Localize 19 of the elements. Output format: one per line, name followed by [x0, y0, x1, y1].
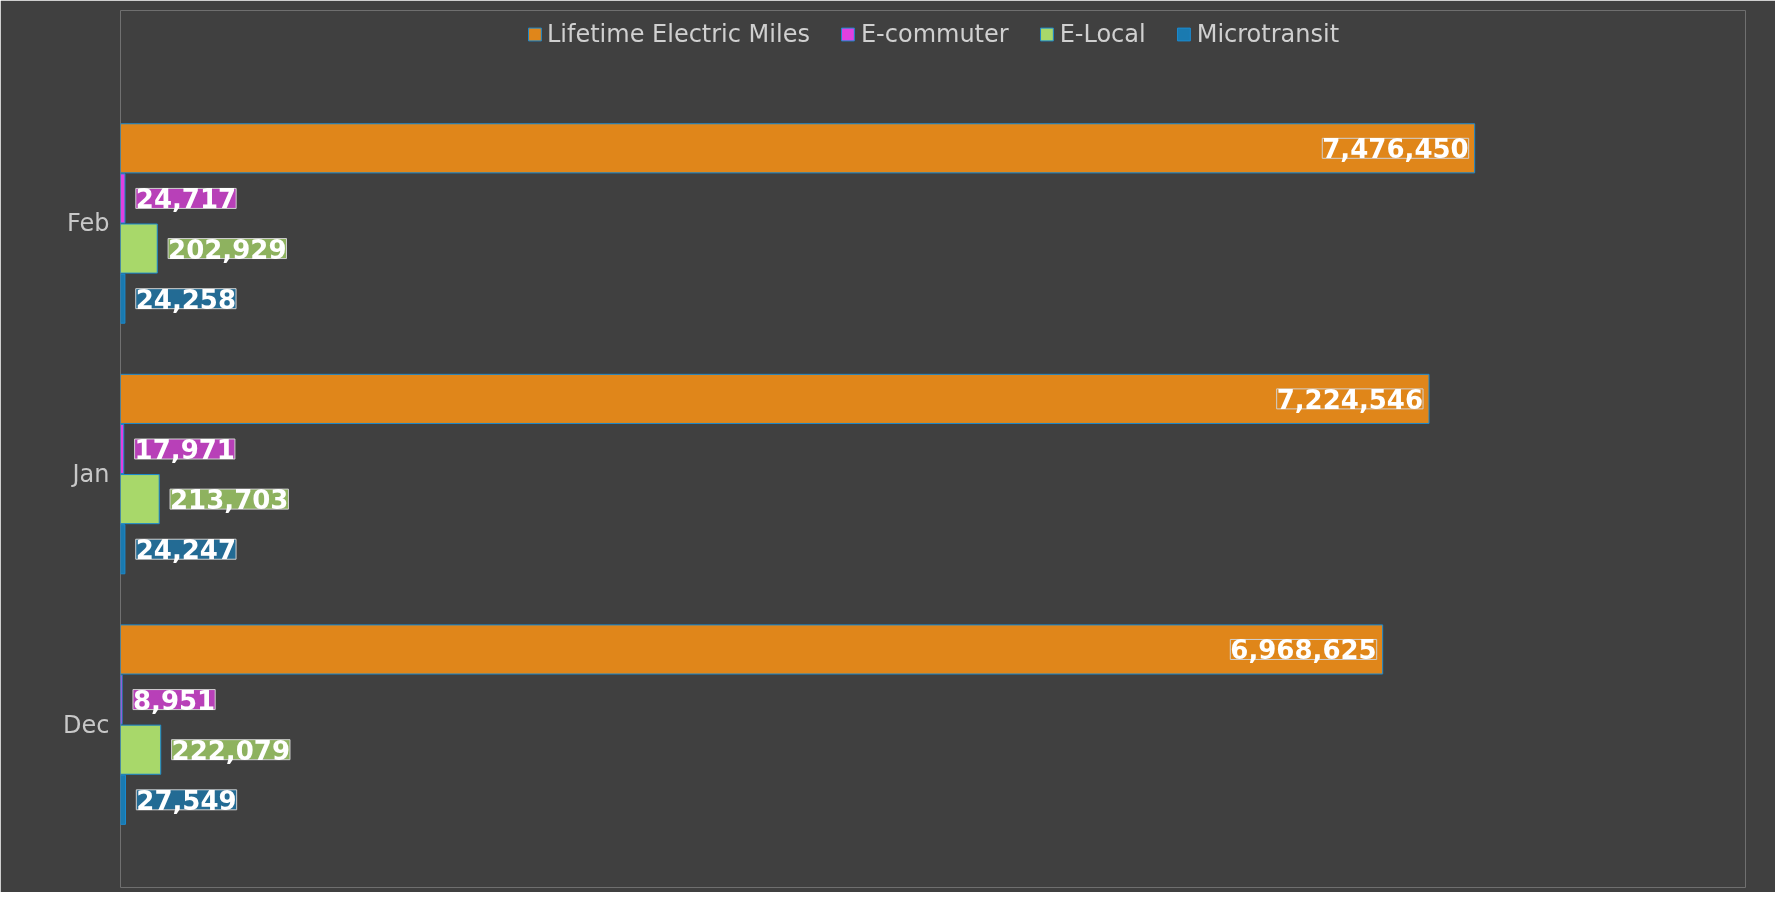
- y-tick-label: Feb: [67, 209, 110, 238]
- y-tick-label: Dec: [63, 710, 110, 739]
- data-label: 7,476,450: [1322, 134, 1469, 165]
- data-label: 222,079: [171, 735, 290, 766]
- data-label: 8,951: [132, 685, 216, 716]
- legend-label: Microtransit: [1196, 20, 1340, 48]
- data-label: 24,247: [135, 535, 237, 566]
- data-label: 202,929: [168, 234, 287, 265]
- data-label: 213,703: [170, 485, 289, 516]
- legend-label: Lifetime Electric Miles: [546, 20, 810, 48]
- data-label: 27,549: [136, 785, 237, 816]
- data-label: 7,224,546: [1276, 384, 1424, 415]
- legend-label: E-Local: [1059, 20, 1146, 48]
- data-label: 24,258: [135, 284, 237, 315]
- data-label: 6,968,625: [1230, 635, 1377, 666]
- data-label: 24,717: [135, 184, 237, 215]
- y-tick-label: Jan: [70, 460, 110, 489]
- legend-label: E-commuter: [860, 20, 1009, 48]
- data-label: 17,971: [134, 435, 235, 465]
